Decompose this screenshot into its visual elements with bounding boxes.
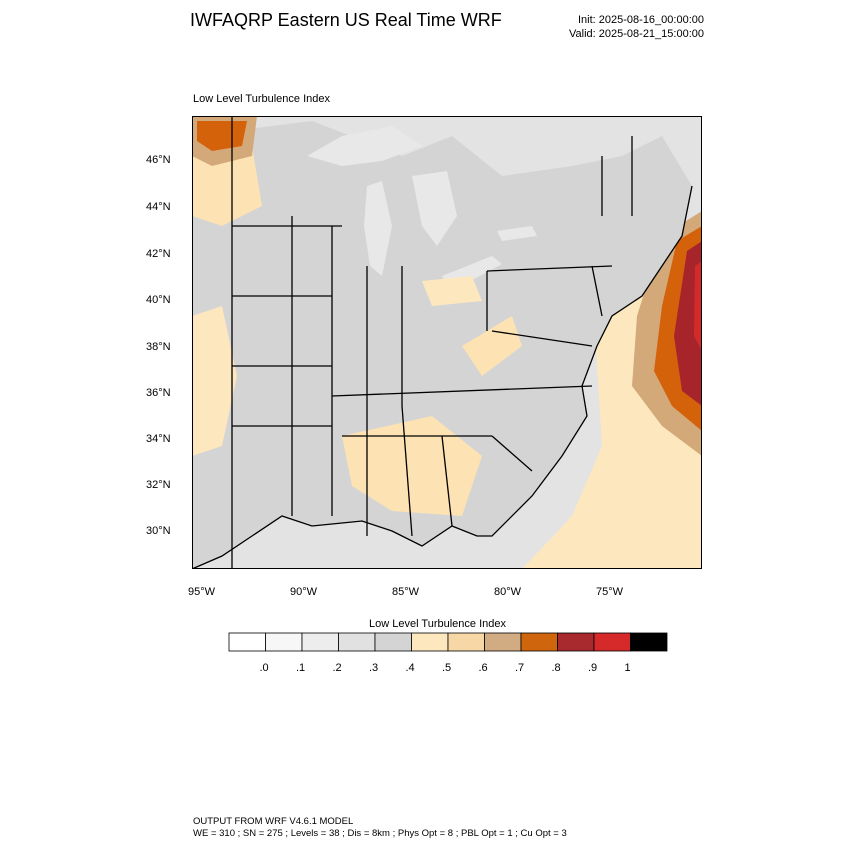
colorbar-label: .9 (588, 662, 598, 674)
colorbar-label: .0 (259, 662, 269, 674)
ocean-red-core (694, 261, 702, 351)
colorbar-label: .6 (478, 662, 488, 674)
colorbar-swatch (520, 632, 558, 652)
lake-ontario (497, 226, 537, 241)
colorbar-swatch (411, 632, 449, 652)
colorbar-swatch (374, 632, 412, 652)
init-time: Init: 2025-08-16_00:00:00 (578, 14, 704, 26)
colorbar-label: .4 (405, 662, 415, 674)
colorbar-swatch (338, 632, 376, 652)
lon-label: 95°W (188, 586, 216, 598)
coastline (192, 185, 693, 569)
footer-config: WE = 310 ; SN = 275 ; Levels = 38 ; Dis … (193, 828, 567, 839)
colorbar-swatch (593, 632, 631, 652)
colorbar-swatch (265, 632, 303, 652)
turbulence-map (192, 116, 702, 569)
lake-michigan (364, 181, 392, 276)
land-orange-patch-southeast (342, 416, 482, 516)
lon-label: 85°W (392, 586, 420, 598)
footer-model: OUTPUT FROM WRF V4.6.1 MODEL (193, 816, 354, 827)
colorbar-swatch (301, 632, 339, 652)
land-orange-patch-north (192, 146, 262, 226)
land-orange-patch-ohio (422, 276, 482, 306)
colorbar-swatch (630, 632, 668, 652)
colorbar-label: .2 (332, 662, 342, 674)
colorbar-label: .8 (551, 662, 561, 674)
colorbar-label: 1 (624, 662, 631, 674)
lake-huron (412, 171, 457, 246)
lat-label: 46°N (146, 154, 171, 166)
lon-label: 90°W (290, 586, 318, 598)
lat-label: 42°N (146, 248, 171, 260)
lake-superior (307, 126, 422, 166)
lon-label: 80°W (494, 586, 522, 598)
map-frame (192, 116, 702, 569)
lat-label: 32°N (146, 479, 171, 491)
colorbar-swatch (484, 632, 522, 652)
colorbar-swatch (228, 632, 266, 652)
lat-label: 44°N (146, 201, 171, 213)
colorbar-label: .7 (515, 662, 525, 674)
lat-label: 38°N (146, 341, 171, 353)
colorbar-title: Low Level Turbulence Index (369, 618, 506, 630)
colorbar-swatch (447, 632, 485, 652)
lon-label: 75°W (596, 586, 624, 598)
map-subtitle: Low Level Turbulence Index (193, 93, 330, 105)
state-boundaries (231, 116, 633, 569)
valid-time: Valid: 2025-08-21_15:00:00 (569, 28, 704, 40)
lat-label: 36°N (146, 387, 171, 399)
lat-label: 40°N (146, 294, 171, 306)
colorbar (228, 632, 668, 652)
colorbar-label: .3 (369, 662, 379, 674)
colorbar-label: .1 (296, 662, 306, 674)
land-orange-patch-west (192, 306, 237, 456)
lat-label: 30°N (146, 525, 171, 537)
colorbar-label: .5 (442, 662, 452, 674)
land-mass (192, 121, 692, 569)
nw-hotspot-orange (197, 121, 247, 151)
land-orange-patch-appalachia (462, 316, 522, 376)
page-title: IWFAQRP Eastern US Real Time WRF (190, 10, 502, 30)
colorbar-swatch (557, 632, 595, 652)
lat-label: 34°N (146, 433, 171, 445)
